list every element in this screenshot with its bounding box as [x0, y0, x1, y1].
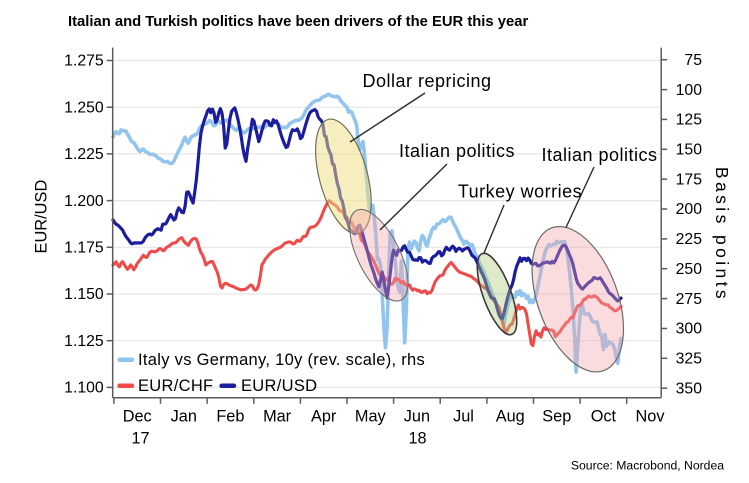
- svg-text:EUR/USD: EUR/USD: [33, 180, 51, 254]
- svg-text:225: 225: [676, 231, 703, 248]
- svg-text:175: 175: [676, 171, 703, 188]
- svg-text:1.250: 1.250: [64, 99, 104, 116]
- svg-text:Italian politics: Italian politics: [399, 141, 515, 161]
- svg-text:EUR/CHF: EUR/CHF: [138, 377, 213, 395]
- svg-text:350: 350: [676, 380, 703, 397]
- svg-text:1.150: 1.150: [64, 286, 104, 303]
- svg-text:Source: Macrobond, Nordea: Source: Macrobond, Nordea: [571, 459, 724, 473]
- svg-text:1.225: 1.225: [64, 146, 104, 163]
- svg-text:1.125: 1.125: [64, 333, 104, 350]
- svg-text:150: 150: [676, 142, 703, 159]
- svg-text:Sep: Sep: [542, 408, 571, 426]
- svg-text:Apr: Apr: [311, 408, 337, 426]
- svg-text:Feb: Feb: [216, 408, 244, 426]
- svg-text:Oct: Oct: [591, 408, 617, 426]
- svg-text:Dec: Dec: [123, 408, 152, 426]
- svg-text:Mar: Mar: [263, 408, 292, 426]
- svg-text:75: 75: [684, 52, 702, 69]
- svg-text:Basis points: Basis points: [712, 167, 732, 302]
- svg-text:1.275: 1.275: [64, 53, 104, 70]
- svg-text:May: May: [355, 408, 387, 426]
- svg-text:1.100: 1.100: [64, 380, 104, 397]
- svg-text:Aug: Aug: [496, 408, 525, 426]
- svg-text:1.175: 1.175: [64, 240, 104, 257]
- svg-text:200: 200: [676, 201, 703, 218]
- svg-text:300: 300: [676, 321, 703, 338]
- svg-text:275: 275: [676, 291, 703, 308]
- svg-text:Italian politics: Italian politics: [541, 145, 657, 165]
- svg-text:Jan: Jan: [171, 408, 197, 426]
- svg-text:125: 125: [676, 112, 703, 129]
- svg-text:17: 17: [131, 430, 149, 448]
- svg-text:18: 18: [408, 430, 426, 448]
- svg-text:100: 100: [676, 82, 703, 99]
- svg-text:Nov: Nov: [636, 408, 666, 426]
- svg-text:325: 325: [676, 351, 703, 368]
- svg-text:EUR/USD: EUR/USD: [241, 377, 317, 395]
- svg-text:Dollar repricing: Dollar repricing: [362, 71, 491, 91]
- svg-text:Italian and Turkish politics h: Italian and Turkish politics have been d…: [68, 14, 528, 30]
- svg-text:1.200: 1.200: [64, 193, 104, 210]
- svg-text:250: 250: [676, 261, 703, 278]
- svg-text:Jun: Jun: [404, 408, 430, 426]
- svg-text:Jul: Jul: [453, 408, 474, 426]
- svg-text:Turkey worries: Turkey worries: [458, 182, 582, 202]
- svg-text:Italy vs Germany, 10y (rev. sc: Italy vs Germany, 10y (rev. scale), rhs: [138, 351, 425, 369]
